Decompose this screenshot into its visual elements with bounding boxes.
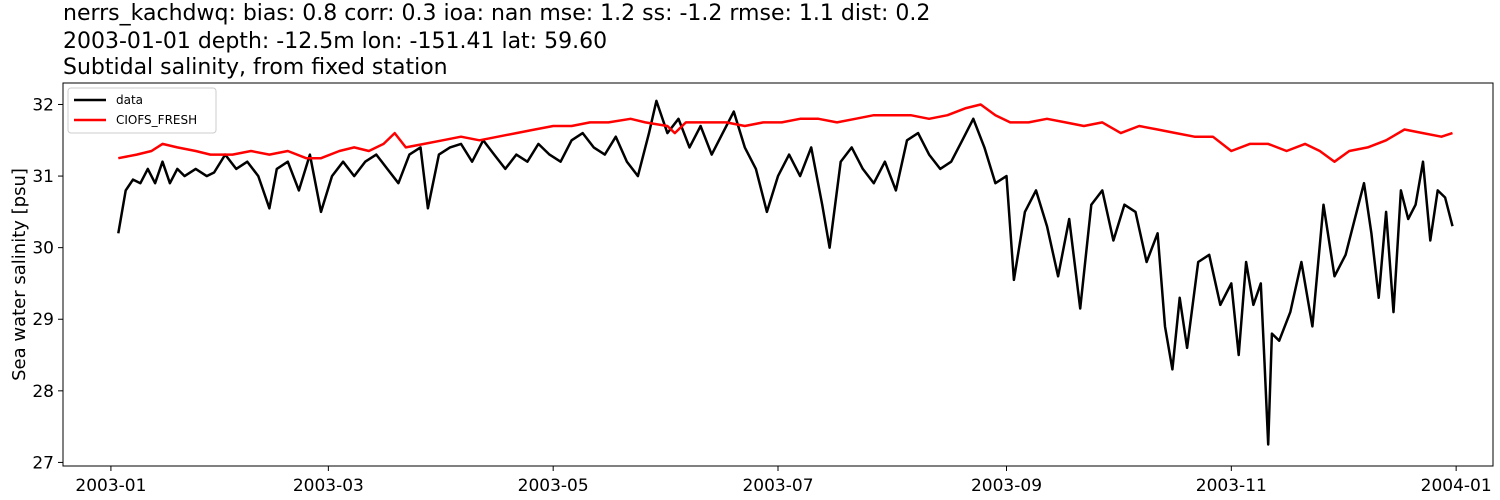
y-tick-label: 30: [32, 239, 54, 259]
series-layer: [117, 99, 1454, 446]
legend-label: CIOFS_FRESH: [116, 113, 197, 127]
x-tick-label: 2003-05: [518, 476, 589, 496]
x-tick-label: 2003-01: [75, 476, 146, 496]
x-tick-label: 2003-11: [1196, 476, 1267, 496]
y-axis-label: Sea water salinity [psu]: [9, 168, 30, 381]
chart-title-description: Subtidal salinity, from fixed station: [63, 55, 448, 80]
x-axis: 2003-01 2003-03 2003-05 2003-07 2003-09 2003-…: [75, 466, 1492, 496]
x-tick-label: 2004-01: [1421, 476, 1492, 496]
x-tick-label: 2003-09: [971, 476, 1042, 496]
x-tick-label: 2003-03: [293, 476, 364, 496]
y-tick-label: 27: [32, 453, 54, 473]
series-line-ciofs-fresh: [118, 103, 1453, 163]
plot-frame: [62, 82, 1494, 467]
y-tick-label: 28: [32, 382, 54, 402]
y-tick-label: 29: [32, 310, 54, 330]
series-line-data: [117, 99, 1454, 446]
y-tick-label: 32: [32, 95, 54, 115]
chart-title-location: 2003-01-01 depth: -12.5m lon: -151.41 la…: [63, 29, 608, 54]
y-tick-label: 31: [32, 167, 54, 187]
legend-label: data: [116, 93, 143, 107]
x-tick-label: 2003-07: [742, 476, 813, 496]
legend: data CIOFS_FRESH: [67, 87, 217, 134]
y-axis: 27 28 29 30 31 32: [32, 95, 63, 473]
chart-title-stats: nerrs_kachdwq: bias: 0.8 corr: 0.3 ioa: …: [63, 1, 931, 26]
